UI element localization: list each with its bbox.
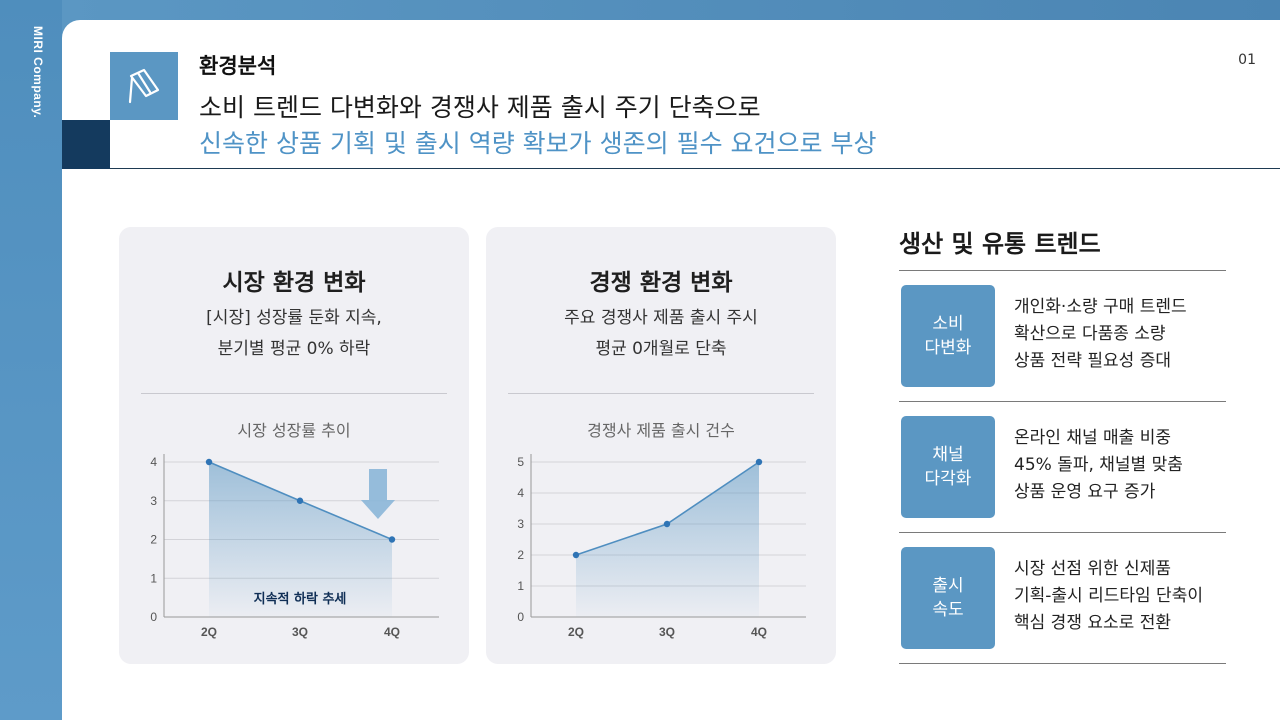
trend-badge-line: 출시: [932, 576, 964, 596]
trend-badge-line: 속도: [932, 600, 964, 620]
header-divider: [110, 168, 1280, 169]
y-tick-label: 3: [150, 494, 157, 508]
trend-line: 확산으로 다품종 소량: [1014, 324, 1166, 344]
x-tick-label: 4Q: [751, 625, 767, 639]
logo-box: [110, 52, 178, 120]
down-arrow-icon: [361, 469, 395, 519]
headline-line-2: 신속한 상품 기획 및 출시 역량 확보가 생존의 필수 요건으로 부상: [199, 129, 877, 158]
card-description: 주요 경쟁사 제품 출시 주시 평균 0개월로 단축: [486, 303, 836, 365]
trend-line: 시장 선점 위한 신제품: [1014, 559, 1171, 579]
card-divider: [141, 393, 447, 394]
headline-line-1: 소비 트렌드 다변화와 경쟁사 제품 출시 주기 단축으로: [199, 93, 761, 122]
x-tick-label: 3Q: [292, 625, 308, 639]
trend-line: 기획-출시 리드타임 단축이: [1014, 586, 1203, 606]
trend-list: 소비 다변화 개인화·소량 구매 트렌드 확산으로 다품종 소량 상품 전략 필…: [899, 270, 1226, 664]
chart-title: 시장 성장률 추이: [237, 421, 351, 440]
y-tick-label: 0: [517, 610, 524, 624]
y-tick-label: 4: [150, 455, 157, 469]
chart-title: 경쟁사 제품 출시 건수: [587, 421, 735, 440]
trend-line: 온라인 채널 매출 비중: [1014, 428, 1171, 448]
trend-badge: 채널 다각화: [901, 416, 995, 518]
card-divider: [508, 393, 814, 394]
trend-item: 소비 다변화 개인화·소량 구매 트렌드 확산으로 다품종 소량 상품 전략 필…: [899, 271, 1226, 402]
card-title: 시장 환경 변화: [222, 270, 366, 296]
top-band: [62, 0, 1280, 20]
data-point: [755, 458, 763, 466]
data-point: [663, 520, 671, 528]
card-desc-line: 평균 0개월로 단축: [595, 339, 727, 359]
market-growth-chart: 0 1 2 3 4 2Q 3Q 4Q 지속적 하락 추세: [150, 454, 439, 639]
y-tick-label: 1: [517, 579, 524, 593]
trend-description: 시장 선점 위한 신제품 기획-출시 리드타임 단축이 핵심 경쟁 요소로 전환: [1014, 556, 1203, 637]
market-card: 시장 환경 변화 [시장] 성장률 둔화 지속, 분기별 평균 0% 하락 시장…: [119, 227, 469, 664]
trend-item: 출시 속도 시장 선점 위한 신제품 기획-출시 리드타임 단축이 핵심 경쟁 …: [899, 533, 1226, 664]
trend-badge: 출시 속도: [901, 547, 995, 649]
trend-line: 45% 돌파, 채널별 맞춤: [1014, 455, 1183, 475]
card-desc-line: 주요 경쟁사 제품 출시 주시: [564, 308, 758, 328]
area-fill: [209, 462, 392, 617]
y-tick-label: 3: [517, 517, 524, 531]
trend-badge-line: 다변화: [924, 338, 972, 358]
y-tick-label: 2: [517, 548, 524, 562]
section-title: 환경분석: [199, 54, 277, 78]
logo-accent-block: [62, 120, 110, 169]
y-tick-label: 0: [150, 610, 157, 624]
card-desc-line: [시장] 성장률 둔화 지속,: [206, 308, 382, 328]
trend-line: 개인화·소량 구매 트렌드: [1014, 297, 1187, 317]
trend-description: 개인화·소량 구매 트렌드 확산으로 다품종 소량 상품 전략 필요성 증대: [1014, 294, 1187, 375]
area-fill: [576, 462, 759, 617]
card-description: [시장] 성장률 둔화 지속, 분기별 평균 0% 하락: [119, 303, 469, 365]
trend-badge-line: 채널: [932, 445, 964, 465]
competition-card: 경쟁 환경 변화 주요 경쟁사 제품 출시 주시 평균 0개월로 단축 경쟁사 …: [486, 227, 836, 664]
competitor-launch-chart: 0 1 2 3 4 5 2Q 3Q 4Q: [517, 454, 806, 639]
brand-sidebar: MIRI Company.: [0, 0, 62, 720]
trend-badge-line: 소비: [932, 314, 964, 334]
trend-line: 핵심 경쟁 요소로 전환: [1014, 613, 1171, 633]
y-tick-label: 1: [150, 571, 157, 585]
brand-name: MIRI Company.: [31, 26, 45, 119]
slide-canvas: 환경분석 소비 트렌드 다변화와 경쟁사 제품 출시 주기 단축으로 신속한 상…: [62, 20, 1280, 720]
data-point: [205, 458, 213, 466]
flag-icon: [128, 68, 160, 104]
card-desc-line: 분기별 평균 0% 하락: [217, 339, 371, 359]
trend-badge: 소비 다변화: [901, 285, 995, 387]
trend-description: 온라인 채널 매출 비중 45% 돌파, 채널별 맞춤 상품 운영 요구 증가: [1014, 425, 1183, 506]
y-tick-label: 2: [150, 533, 157, 547]
x-tick-label: 3Q: [659, 625, 675, 639]
x-tick-label: 4Q: [384, 625, 400, 639]
x-tick-label: 2Q: [201, 625, 217, 639]
data-point: [296, 497, 304, 504]
trend-badge-line: 다각화: [924, 469, 972, 489]
trend-line: 상품 전략 필요성 증대: [1014, 351, 1171, 371]
y-tick-label: 5: [517, 455, 524, 469]
page-number: 01: [1238, 52, 1256, 68]
data-point: [572, 551, 580, 559]
trend-panel-title: 생산 및 유통 트렌드: [899, 230, 1101, 258]
y-tick-label: 4: [517, 486, 524, 500]
trend-line: 상품 운영 요구 증가: [1014, 482, 1156, 502]
card-title: 경쟁 환경 변화: [589, 270, 733, 296]
x-tick-label: 2Q: [568, 625, 584, 639]
data-point: [388, 536, 396, 543]
trend-item: 채널 다각화 온라인 채널 매출 비중 45% 돌파, 채널별 맞춤 상품 운영…: [899, 402, 1226, 533]
chart-annotation: 지속적 하락 추세: [254, 591, 347, 607]
